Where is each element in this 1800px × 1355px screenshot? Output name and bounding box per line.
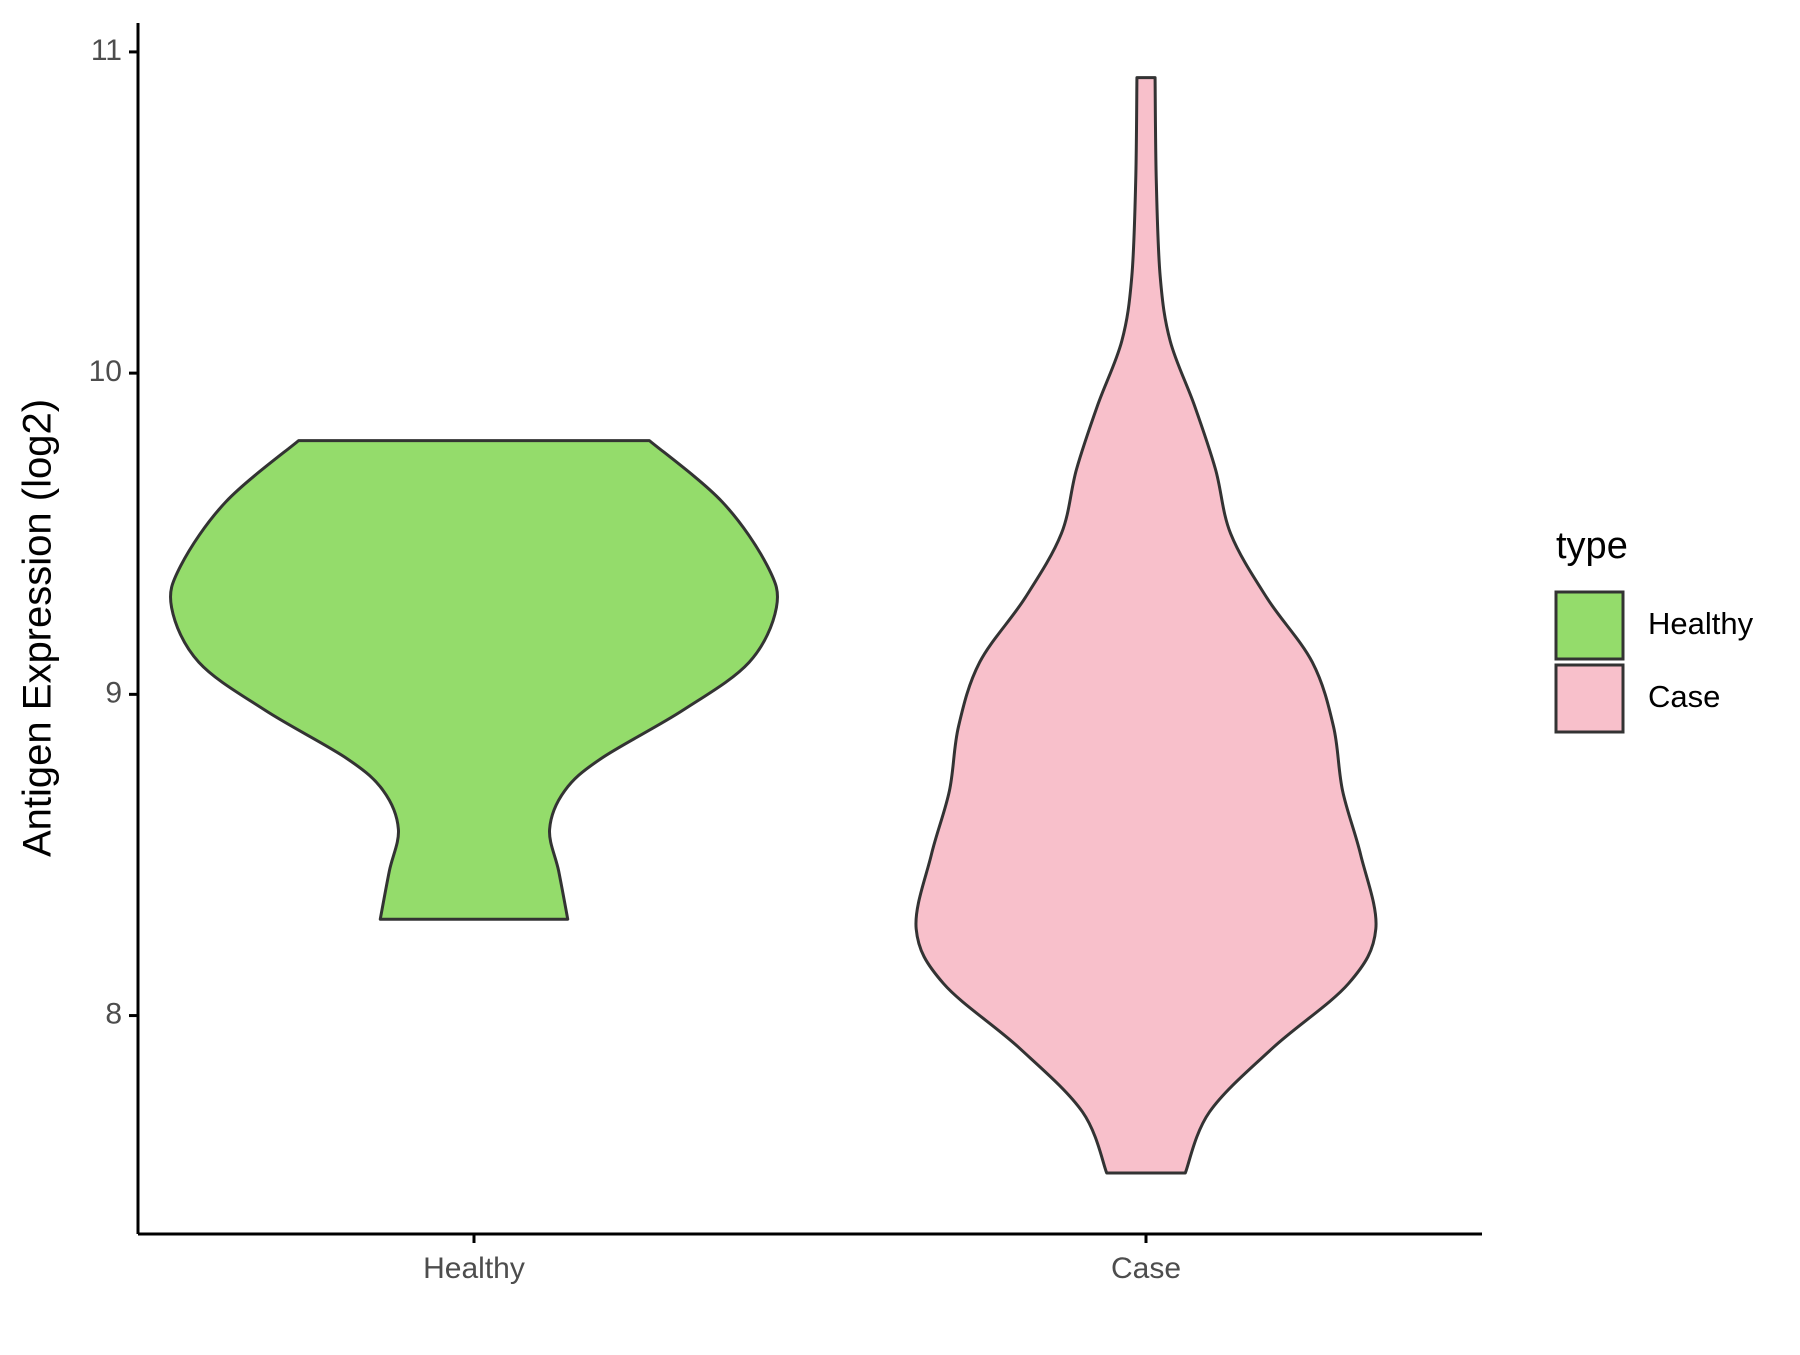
legend-label: Healthy xyxy=(1648,606,1754,641)
y-tick-label: 8 xyxy=(105,997,122,1030)
x-tick-label: Healthy xyxy=(423,1252,525,1285)
y-axis-label: Antigen Expression (log2) xyxy=(16,399,60,857)
legend-label: Case xyxy=(1648,679,1720,714)
legend-title: type xyxy=(1556,525,1628,567)
legend-swatch xyxy=(1554,590,1625,661)
y-tick-label: 11 xyxy=(91,34,122,67)
violin xyxy=(168,439,780,921)
violin xyxy=(914,76,1378,1175)
y-tick-label: 10 xyxy=(89,355,122,388)
legend-swatch xyxy=(1554,663,1625,734)
y-tick-label: 9 xyxy=(105,676,122,709)
x-tick-label: Case xyxy=(1111,1252,1181,1285)
